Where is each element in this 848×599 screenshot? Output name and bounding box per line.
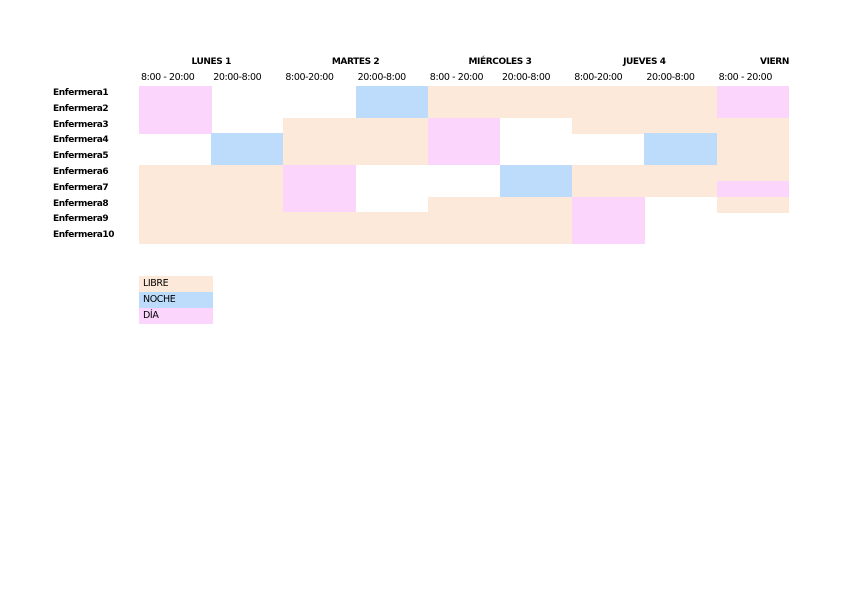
shift-header: 8:00-20:00 <box>574 72 623 83</box>
shift-cell <box>355 86 429 103</box>
shift-cell <box>644 117 718 134</box>
shift-header: 20:00-8:00 <box>213 72 262 83</box>
shift-header: 8:00 - 20:00 <box>429 72 484 83</box>
shift-cell <box>427 117 501 134</box>
shift-header: 8:00 - 20:00 <box>141 72 195 83</box>
shift-cell <box>500 228 573 245</box>
nurse-name: Enfermera3 <box>53 119 109 130</box>
shift-cell <box>572 196 645 213</box>
shift-cell <box>355 117 429 134</box>
shift-cell <box>500 180 573 198</box>
legend-label: DÍA <box>143 309 159 321</box>
shift-header: 20:00-8:00 <box>357 72 407 83</box>
nurse-name: Enfermera9 <box>53 214 109 225</box>
shift-cell <box>716 101 790 119</box>
shift-cell <box>211 165 284 182</box>
shift-cell <box>644 133 718 150</box>
shift-cell <box>427 212 501 229</box>
day-header: MIÉRCOLES 3 <box>468 57 532 67</box>
shift-cell <box>211 180 284 198</box>
shift-cell <box>139 86 212 103</box>
shift-cell <box>355 149 429 166</box>
nurse-name: Enfermera1 <box>53 88 109 98</box>
shift-cell <box>572 117 645 134</box>
nurse-name: Enfermera7 <box>53 182 109 193</box>
shift-cell <box>427 133 501 150</box>
shift-cell <box>716 165 790 182</box>
nurse-name: Enfermera8 <box>53 198 109 209</box>
day-header: VIERN <box>760 57 789 67</box>
shift-cell <box>500 86 573 103</box>
shift-cell <box>211 149 284 166</box>
shift-cell <box>572 212 645 229</box>
shift-cell <box>716 133 790 150</box>
shift-cell <box>283 133 357 150</box>
shift-cell <box>572 180 645 198</box>
shift-cell <box>139 212 212 229</box>
legend-swatch <box>139 276 213 293</box>
shift-cell <box>355 133 429 150</box>
shift-cell <box>427 86 501 103</box>
shift-cell <box>644 149 718 166</box>
legend-swatch <box>139 291 213 309</box>
legend-swatch <box>139 307 213 324</box>
shift-cell <box>644 180 718 198</box>
shift-cell <box>139 180 212 198</box>
shift-cell <box>572 101 645 119</box>
shift-cell <box>283 149 357 166</box>
shift-cell <box>355 228 429 245</box>
shift-cell <box>283 212 357 229</box>
shift-cell <box>644 86 718 103</box>
shift-header: 8:00-20:00 <box>285 72 334 83</box>
shift-cell <box>716 86 790 103</box>
day-header: JUEVES 4 <box>623 57 666 67</box>
shift-cell <box>716 149 790 166</box>
shift-cell <box>211 212 284 229</box>
shift-cell <box>427 196 501 213</box>
shift-cell <box>572 86 645 103</box>
nurse-name: Enfermera5 <box>53 151 109 162</box>
shift-cell <box>644 101 718 119</box>
day-header: MARTES 2 <box>331 57 380 67</box>
shift-cell <box>572 228 645 245</box>
shift-cell <box>500 101 573 119</box>
shift-cell <box>211 133 284 150</box>
shift-cell <box>500 196 573 213</box>
shift-cell <box>716 180 790 198</box>
shift-cell <box>139 101 212 119</box>
shift-cell <box>644 165 718 182</box>
shift-cell <box>500 165 573 182</box>
shift-cell <box>283 165 357 182</box>
legend-label: LIBRE <box>143 278 169 289</box>
shift-cell <box>572 165 645 182</box>
shift-cell <box>355 101 429 119</box>
nurse-name: Enfermera6 <box>53 167 109 177</box>
nurse-name: Enfermera10 <box>53 230 115 241</box>
shift-cell <box>139 165 212 182</box>
shift-cell <box>139 196 212 213</box>
shift-cell <box>716 117 790 134</box>
legend-label: NOCHE <box>143 293 176 305</box>
shift-cell <box>139 228 212 245</box>
shift-header: 20:00-8:00 <box>646 72 695 83</box>
shift-cell <box>283 117 357 134</box>
shift-cell <box>283 196 357 213</box>
nurse-name: Enfermera2 <box>53 103 109 114</box>
shift-cell <box>283 180 357 198</box>
shift-header: 20:00-8:00 <box>502 72 551 83</box>
shift-header: 8:00 - 20:00 <box>718 72 773 83</box>
shift-cell <box>716 196 790 213</box>
shift-cell <box>500 212 573 229</box>
shift-cell <box>355 212 429 229</box>
shift-cell <box>427 101 501 119</box>
shift-cell <box>427 149 501 166</box>
shift-cell <box>211 196 284 213</box>
shift-cell <box>283 228 357 245</box>
shift-cell <box>211 228 284 245</box>
shift-cell <box>427 228 501 245</box>
nurse-name: Enfermera4 <box>53 135 109 146</box>
shift-cell <box>139 117 212 134</box>
day-header: LUNES 1 <box>191 57 231 67</box>
